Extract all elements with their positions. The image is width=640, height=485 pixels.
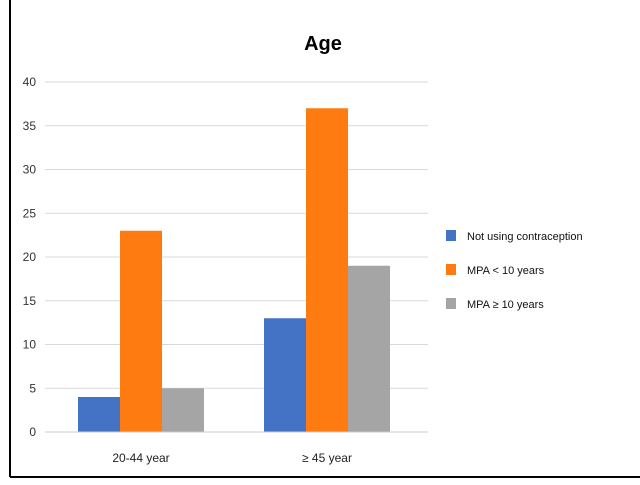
bar-2-2 [306,108,348,432]
bar-1-2 [264,318,306,432]
legend-label-3: MPA ≥ 10 years [467,299,544,311]
legend: Not using contraception MPA < 10 years MPA… [446,230,583,311]
legend-swatch-3 [446,298,456,309]
bar-3-1 [162,388,204,432]
y-tick-label: 5 [29,381,36,395]
y-tick-label: 30 [23,163,37,177]
y-tick-label: 20 [23,250,37,264]
legend-swatch-2 [446,264,456,275]
y-tick-label: 40 [23,75,37,89]
bar-3-2 [348,265,390,432]
chart-title: Age [304,33,342,55]
bars [78,108,390,432]
y-tick-label: 35 [23,119,37,133]
y-tick-label: 15 [23,294,37,308]
legend-label-1: Not using contraception [467,231,583,243]
y-tick-label: 10 [23,338,37,352]
x-axis-categories: 20-44 year ≥ 45 year [112,451,352,465]
y-tick-label: 0 [29,425,36,439]
x-category-label: ≥ 45 year [302,451,352,465]
bar-1-1 [78,397,120,432]
y-tick-label: 25 [23,206,37,220]
gridlines [45,81,428,389]
legend-swatch-1 [446,230,456,241]
y-axis-ticks: 0 5 10 15 20 25 30 35 40 [23,75,37,439]
x-category-label: 20-44 year [112,451,169,465]
legend-label-2: MPA < 10 years [467,265,545,277]
bar-2-1 [120,230,162,432]
